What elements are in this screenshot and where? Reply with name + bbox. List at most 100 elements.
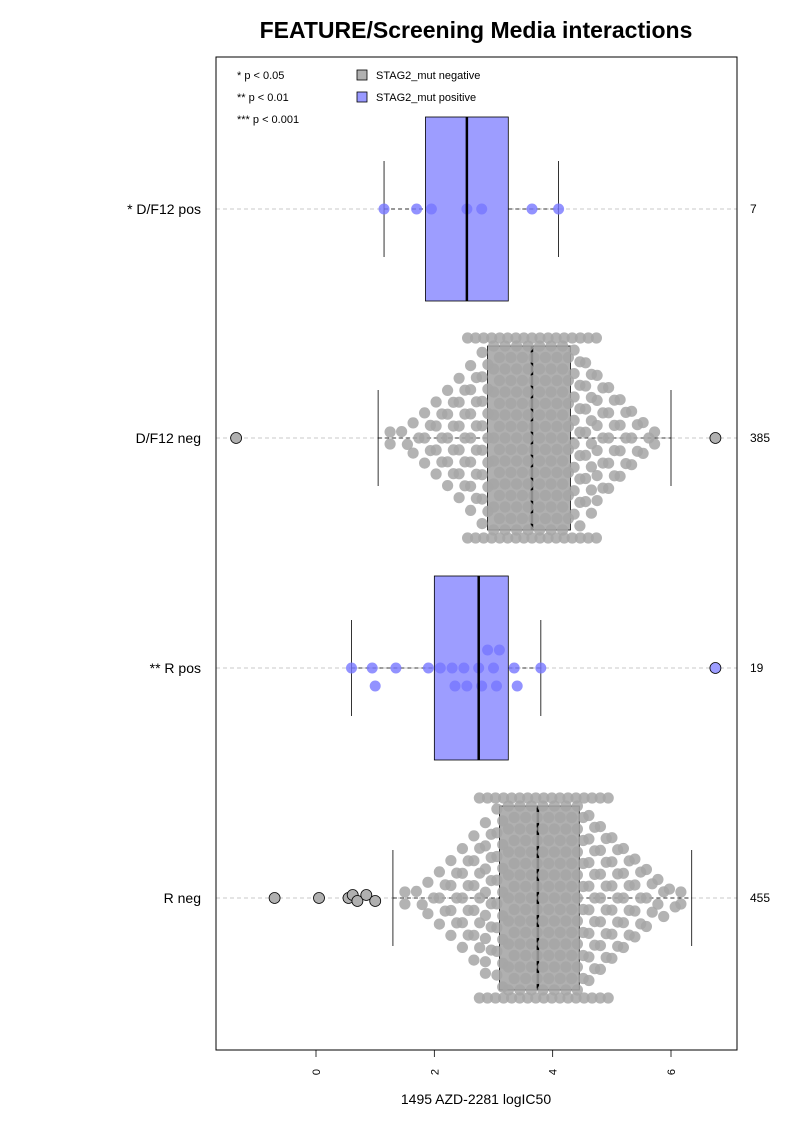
data-point <box>583 904 595 916</box>
data-point <box>479 817 491 829</box>
data-point <box>534 455 546 467</box>
data-point <box>543 926 555 939</box>
data-point <box>520 949 532 962</box>
data-point <box>528 397 540 410</box>
data-point <box>525 823 538 835</box>
data-point <box>578 992 590 1004</box>
data-point <box>570 992 582 1004</box>
data-point <box>499 478 511 490</box>
data-point <box>554 949 566 962</box>
data-point <box>366 662 378 674</box>
data-point <box>548 915 561 927</box>
data-point <box>562 792 574 804</box>
data-point <box>491 827 503 839</box>
data-point <box>568 414 580 426</box>
data-point <box>510 409 523 421</box>
data-point <box>476 346 488 358</box>
data-point <box>399 898 411 910</box>
data-point <box>580 472 592 485</box>
data-point <box>494 332 506 344</box>
data-point <box>446 662 458 674</box>
category-label: * D/F12 pos <box>127 201 201 217</box>
data-point <box>554 857 566 870</box>
significance-legend-line: ** p < 0.01 <box>237 92 289 104</box>
data-point <box>550 532 562 544</box>
data-point <box>562 992 574 1004</box>
data-point <box>594 992 606 1004</box>
x-tick-label: 2 <box>429 1069 441 1075</box>
data-point <box>580 496 592 508</box>
data-point <box>514 823 526 835</box>
data-point <box>583 974 595 987</box>
data-point <box>493 374 505 387</box>
data-point <box>407 447 419 459</box>
data-point <box>546 792 558 804</box>
data-point <box>675 886 687 898</box>
data-point <box>461 680 473 692</box>
data-point <box>537 823 549 835</box>
data-point <box>543 949 555 962</box>
data-point <box>456 867 468 879</box>
data-point <box>652 873 664 886</box>
outlier-point <box>369 895 382 907</box>
data-point <box>514 915 526 927</box>
data-point <box>535 662 547 674</box>
data-point <box>557 478 569 490</box>
data-point <box>543 972 555 985</box>
data-point <box>545 455 557 467</box>
data-point <box>510 340 523 352</box>
data-point <box>486 532 498 544</box>
data-point <box>566 811 578 824</box>
data-point <box>571 892 584 904</box>
data-point <box>539 512 552 525</box>
data-point <box>548 846 561 858</box>
data-point <box>522 409 534 421</box>
data-point <box>510 455 523 467</box>
data-point <box>502 915 514 927</box>
data-point <box>488 409 500 421</box>
data-point <box>510 532 522 544</box>
data-point <box>445 855 457 867</box>
data-point <box>591 470 603 482</box>
data-point <box>510 501 523 513</box>
data-point <box>458 662 470 674</box>
data-point <box>543 811 555 824</box>
data-point <box>537 961 549 973</box>
data-point <box>445 929 457 942</box>
data-point <box>557 409 569 421</box>
data-point <box>557 432 569 444</box>
data-point <box>591 419 603 432</box>
data-point <box>531 949 543 962</box>
data-point <box>606 928 618 940</box>
data-point <box>410 885 422 898</box>
data-point <box>617 867 630 879</box>
data-point <box>534 501 546 513</box>
data-point <box>534 432 546 444</box>
data-point <box>640 863 653 876</box>
data-point <box>479 909 491 922</box>
data-point <box>476 469 488 481</box>
outlier-point <box>351 895 364 907</box>
data-point <box>640 892 653 904</box>
data-point <box>614 445 626 457</box>
data-point <box>433 866 445 878</box>
data-point <box>534 386 546 398</box>
data-point <box>585 484 598 496</box>
data-point <box>465 384 477 396</box>
data-point <box>590 332 603 344</box>
data-point <box>539 420 552 433</box>
data-point <box>560 892 572 904</box>
data-point <box>534 524 546 536</box>
outlier-point <box>230 432 243 444</box>
category-label: D/F12 neg <box>136 430 201 446</box>
data-point <box>508 903 520 916</box>
data-point <box>481 992 494 1004</box>
legend-label-positive: STAG2_mut positive <box>376 92 476 104</box>
data-point <box>582 332 594 344</box>
data-point <box>554 811 566 824</box>
data-point <box>606 832 618 844</box>
data-point <box>491 969 503 981</box>
data-point <box>545 478 557 490</box>
x-tick-label: 0 <box>311 1069 323 1075</box>
data-point <box>476 444 488 456</box>
